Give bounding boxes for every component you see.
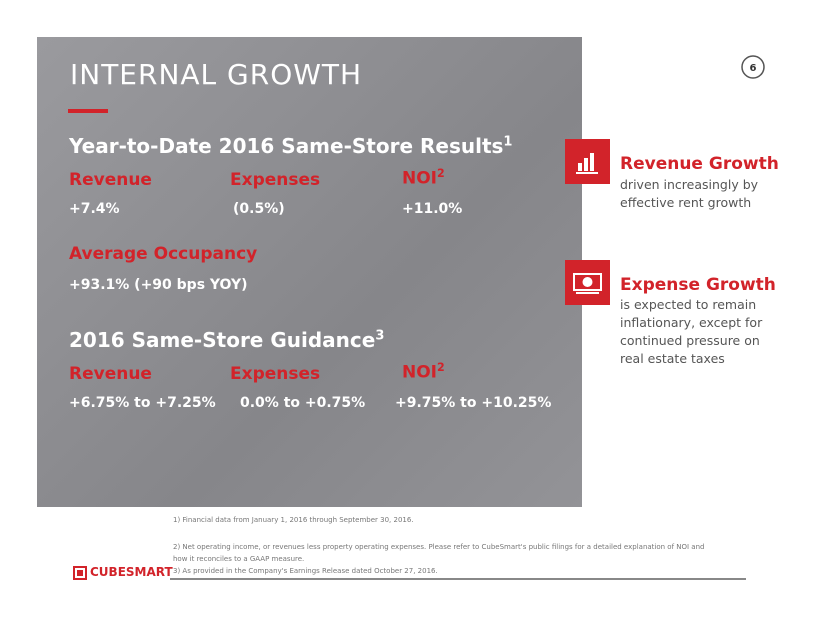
label-text: NOI [402, 362, 438, 383]
expense-icon [565, 260, 610, 305]
superscript: 1 [503, 134, 513, 150]
col-value: +9.75% to +10.25% [395, 395, 552, 411]
revenue-icon [565, 139, 610, 184]
sidebar-title: Revenue Growth [620, 154, 779, 174]
guidance-heading: 2016 Same-Store Guidance3 [69, 328, 384, 352]
sidebar-title: Expense Growth [620, 275, 776, 295]
footer-rule [170, 578, 746, 580]
title: INTERNAL GROWTH [70, 58, 363, 91]
col-label: NOI2 [402, 361, 445, 383]
footnote: 1) Financial data from January 1, 2016 t… [173, 516, 414, 524]
superscript: 2 [437, 167, 445, 180]
footnote: 3) As provided in the Company's Earnings… [173, 567, 438, 575]
page-badge: 6 [741, 55, 765, 79]
photo-panel [37, 37, 582, 507]
col-label: NOI2 [402, 167, 445, 189]
superscript: 2 [437, 361, 445, 374]
label-text: NOI [402, 168, 438, 189]
col-value: +6.75% to +7.25% [69, 395, 216, 411]
footnote: 2) Net operating income, or revenues les… [173, 543, 705, 563]
superscript: 3 [375, 328, 385, 344]
heading-text: Year-to-Date 2016 Same-Store Results [69, 134, 504, 158]
col-value: 0.0% to +0.75% [240, 395, 366, 411]
logo: CUBESMART [90, 565, 173, 579]
col-label: Expenses [230, 364, 321, 384]
title-rule [68, 109, 108, 113]
sidebar-text: driven increasingly by effective rent gr… [620, 177, 759, 210]
logo-cube [73, 566, 87, 580]
sidebar-text: is expected to remain inflationary, exce… [620, 297, 763, 366]
col-value: (0.5%) [233, 201, 285, 217]
col-value: +11.0% [402, 201, 463, 217]
col-label: Expenses [230, 170, 321, 190]
occupancy-label: Average Occupancy [69, 244, 258, 264]
ytd-heading: Year-to-Date 2016 Same-Store Results1 [69, 134, 512, 158]
col-label: Revenue [69, 170, 152, 190]
page-number: 6 [750, 63, 757, 74]
col-value: +7.4% [69, 201, 120, 217]
heading-text: 2016 Same-Store Guidance [69, 328, 376, 352]
occupancy-value: +93.1% (+90 bps YOY) [69, 277, 248, 293]
col-label: Revenue [69, 364, 152, 384]
